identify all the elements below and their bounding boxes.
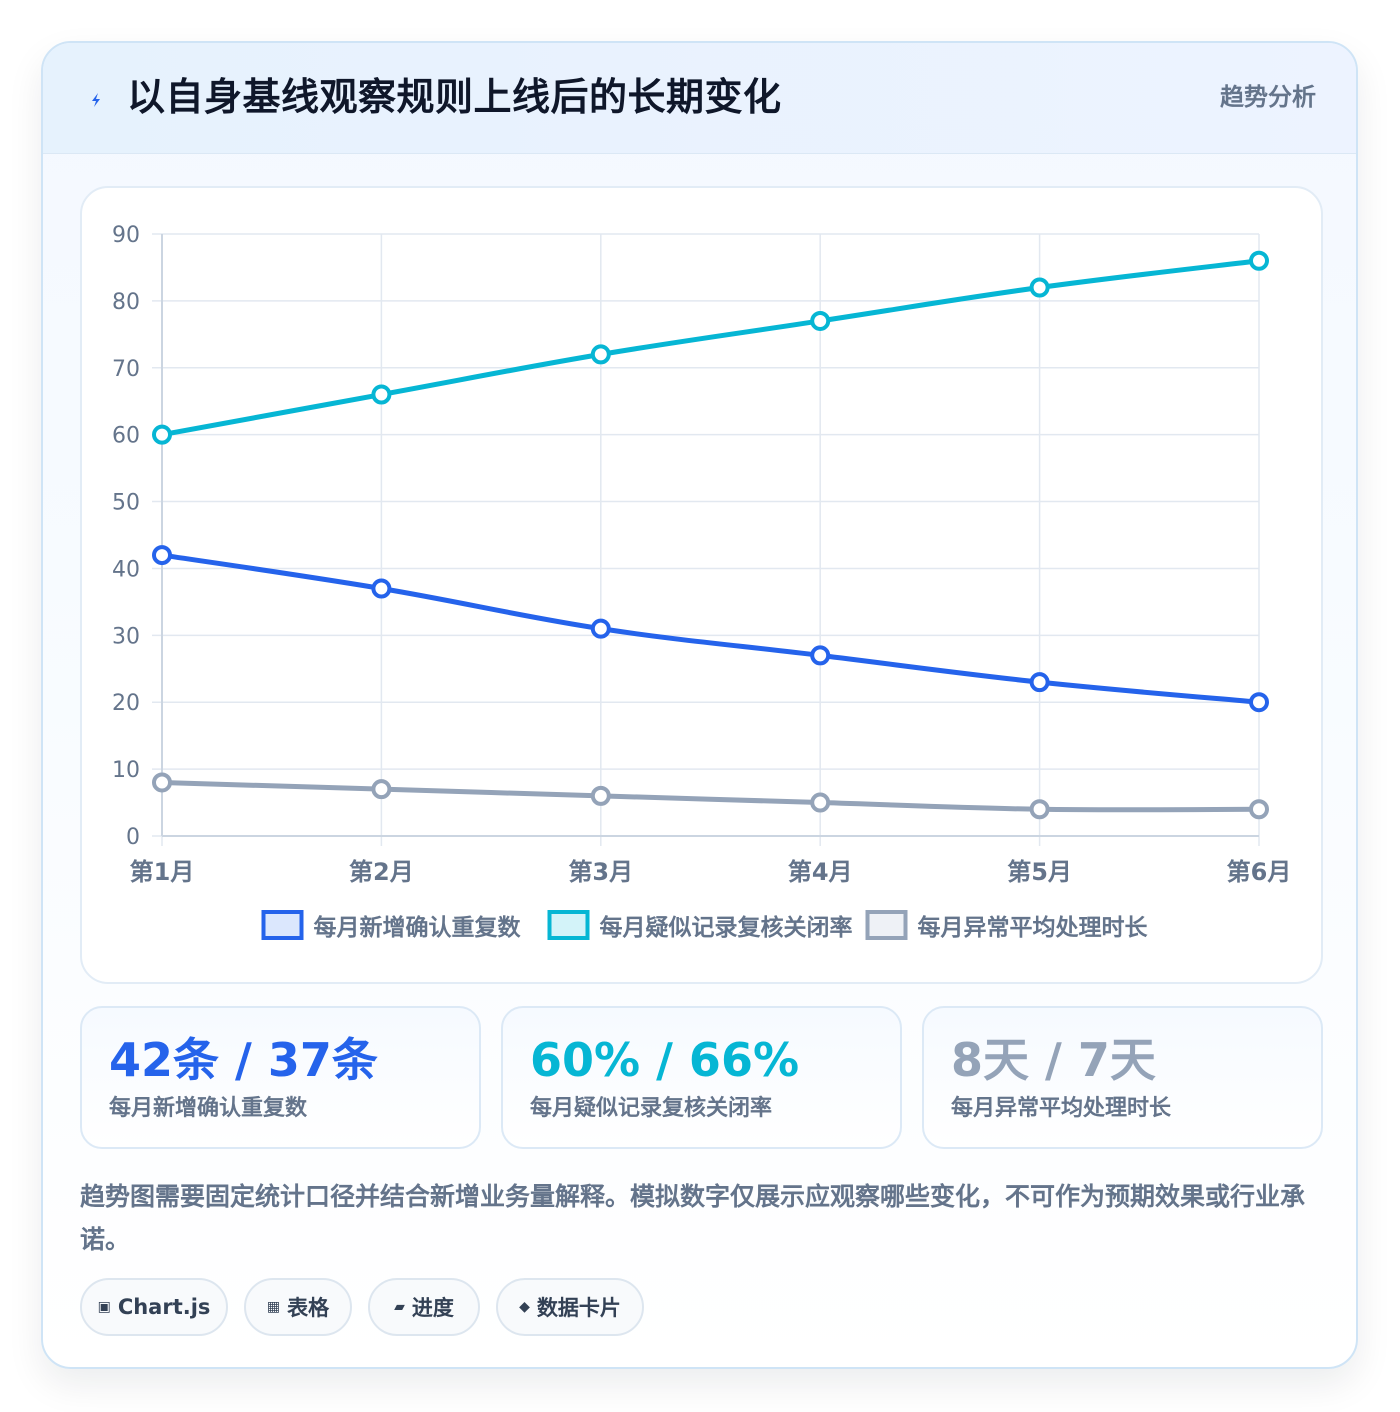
x-tick-label: 第1月 bbox=[130, 858, 195, 886]
chip-chartjs[interactable]: ▣ Chart.js bbox=[80, 1278, 228, 1336]
data-point bbox=[1029, 799, 1050, 820]
stat-card-close-rate: 60% / 66% 每月疑似记录复核关闭率 bbox=[501, 1006, 902, 1149]
stat-label: 每月异常平均处理时长 bbox=[951, 1096, 1172, 1121]
legend-label: 每月异常平均处理时长 bbox=[918, 914, 1149, 941]
trend-card: 以自身基线观察规则上线后的长期变化 趋势分析 0 10 20 30 40 50 60 70 80… bbox=[41, 41, 1358, 1369]
chip-label: 数据卡片 bbox=[536, 1296, 621, 1320]
chip-progress[interactable]: ▰ 进度 bbox=[368, 1278, 480, 1336]
x-tick-label: 第5月 bbox=[1007, 858, 1072, 886]
progress-icon: ▰ bbox=[394, 1299, 405, 1315]
series-line bbox=[159, 779, 1262, 813]
legend-swatch bbox=[865, 910, 908, 940]
y-tick-label: 50 bbox=[112, 491, 140, 516]
chart-icon: ▣ bbox=[97, 1299, 111, 1315]
data-card-icon: ◆ bbox=[519, 1299, 530, 1315]
stat-value: 60% / 66% bbox=[530, 1033, 800, 1087]
x-tick-label: 第2月 bbox=[349, 858, 414, 886]
legend-swatch bbox=[261, 910, 304, 940]
chart-panel: 0 10 20 30 40 50 60 70 80 90 第1月 第2月 第3月 第4月 第5月 第6月每月新… bbox=[80, 186, 1323, 984]
stat-value: 42条 / 37条 bbox=[109, 1033, 378, 1087]
x-tick-label: 第4月 bbox=[788, 858, 853, 886]
y-tick-label: 10 bbox=[112, 758, 140, 783]
data-point bbox=[152, 545, 172, 566]
page-title: 以自身基线观察规则上线后的长期变化 bbox=[127, 75, 782, 119]
data-point bbox=[590, 618, 611, 639]
data-point bbox=[152, 772, 172, 793]
data-point bbox=[152, 424, 172, 445]
series-line bbox=[159, 552, 1262, 705]
legend-label: 每月新增确认重复数 bbox=[314, 914, 522, 941]
line-chart: 0 10 20 30 40 50 60 70 80 90 第1月 第2月 第3月 第4月 第5月 第6月每月新… bbox=[112, 223, 1292, 941]
data-point bbox=[1029, 672, 1050, 693]
y-tick-label: 0 bbox=[126, 825, 140, 850]
stat-card-handling-time: 8天 / 7天 每月异常平均处理时长 bbox=[922, 1006, 1323, 1149]
legend-swatch bbox=[547, 910, 590, 940]
x-tick-label: 第3月 bbox=[568, 858, 633, 886]
data-point bbox=[371, 779, 392, 800]
data-point bbox=[810, 645, 831, 666]
stats-row: 42条 / 37条 每月新增确认重复数 60% / 66% 每月疑似记录复核关闭… bbox=[80, 1006, 1323, 1149]
card-header: 以自身基线观察规则上线后的长期变化 趋势分析 bbox=[43, 43, 1356, 154]
x-tick-label: 第6月 bbox=[1227, 858, 1292, 886]
data-point bbox=[590, 785, 611, 806]
stat-card-duplicates: 42条 / 37条 每月新增确认重复数 bbox=[80, 1006, 481, 1149]
stat-label: 每月疑似记录复核关闭率 bbox=[530, 1096, 773, 1121]
data-point bbox=[371, 384, 392, 405]
table-icon: ▦ bbox=[266, 1299, 281, 1315]
legend-label: 每月疑似记录复核关闭率 bbox=[600, 914, 853, 941]
data-point bbox=[1249, 692, 1269, 713]
chip-label: 表格 bbox=[287, 1296, 330, 1320]
data-point bbox=[1249, 799, 1269, 820]
y-tick-label: 70 bbox=[112, 357, 140, 382]
stat-value: 8天 / 7天 bbox=[951, 1033, 1156, 1087]
y-tick-label: 60 bbox=[112, 424, 140, 449]
chip-label: 进度 bbox=[411, 1296, 454, 1320]
data-point bbox=[371, 578, 392, 599]
stat-label: 每月新增确认重复数 bbox=[109, 1096, 308, 1121]
chip-data-card[interactable]: ◆ 数据卡片 bbox=[496, 1278, 644, 1336]
data-point bbox=[810, 792, 831, 813]
chip-table[interactable]: ▦ 表格 bbox=[244, 1278, 352, 1336]
data-point bbox=[1029, 277, 1050, 298]
chip-label: Chart.js bbox=[117, 1295, 211, 1319]
footnote: 趋势图需要固定统计口径并结合新增业务量解释。模拟数字仅展示应观察哪些变化，不可作… bbox=[80, 1182, 1306, 1254]
y-tick-label: 40 bbox=[112, 557, 140, 582]
data-point bbox=[1249, 250, 1269, 271]
y-tick-label: 80 bbox=[112, 290, 140, 315]
y-tick-label: 90 bbox=[112, 223, 140, 248]
y-tick-label: 20 bbox=[112, 691, 140, 716]
data-point bbox=[810, 310, 831, 331]
y-tick-label: 30 bbox=[112, 624, 140, 649]
lightning-icon bbox=[92, 93, 100, 107]
header-tag: 趋势分析 bbox=[1220, 83, 1316, 111]
data-point bbox=[590, 344, 611, 365]
series-line bbox=[159, 258, 1262, 438]
